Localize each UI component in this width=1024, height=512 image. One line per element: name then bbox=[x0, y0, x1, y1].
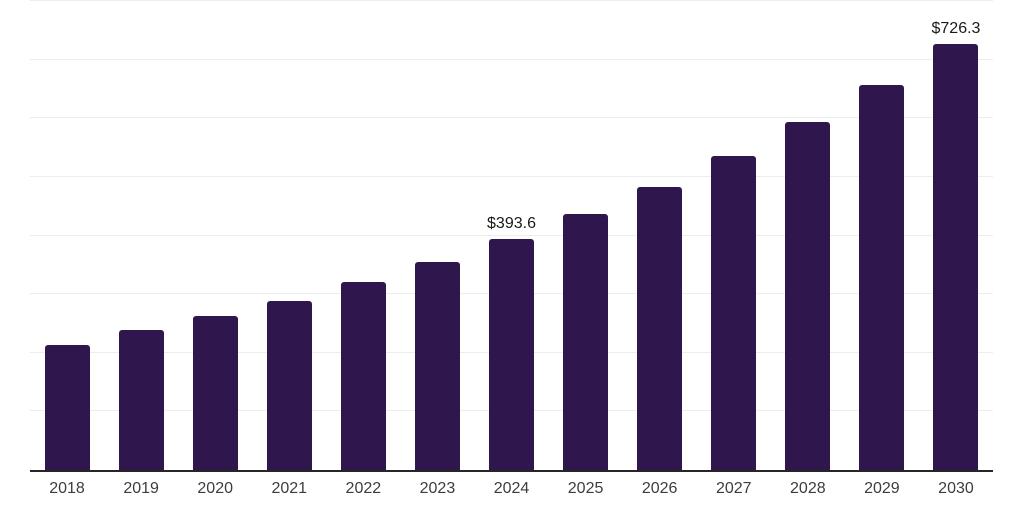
x-tick-label-2018: 2018 bbox=[49, 480, 85, 497]
bar-2028 bbox=[785, 122, 831, 470]
bar-2021 bbox=[266, 300, 312, 470]
bar-band-2024: $393.6 bbox=[474, 1, 548, 470]
data-label-2030: $726.3 bbox=[931, 20, 981, 38]
gridline-700 bbox=[30, 58, 993, 60]
data-label-2024: $393.6 bbox=[487, 215, 536, 233]
bar-band-2023 bbox=[400, 1, 474, 470]
bar-band-2021 bbox=[252, 1, 326, 470]
gridline-800 bbox=[30, 0, 993, 1]
bars-container: $393.6 $726.3 bbox=[30, 1, 993, 470]
x-tick-label-2021: 2021 bbox=[271, 480, 308, 497]
bar-band-2028 bbox=[771, 1, 845, 470]
x-axis-labels: 2018 2019 2020 2021 2022 2023 2024 2025 2026 2027… bbox=[30, 480, 993, 498]
x-tick-label-2030: 2030 bbox=[938, 480, 974, 497]
gridline-400 bbox=[30, 234, 993, 236]
x-tick-label-2022: 2022 bbox=[345, 480, 382, 497]
bar-band-2026 bbox=[623, 1, 697, 470]
x-tick-label-2024: 2024 bbox=[493, 480, 530, 497]
bar-band-2022 bbox=[326, 1, 400, 470]
bar-band-2027 bbox=[697, 1, 771, 470]
bar-band-2018 bbox=[30, 1, 104, 470]
bar-2019 bbox=[118, 330, 164, 470]
x-tick-label-2020: 2020 bbox=[197, 480, 233, 497]
bar-band-2030: $726.3 bbox=[919, 1, 993, 470]
bar-2026 bbox=[637, 187, 683, 470]
x-tick-label-2029: 2029 bbox=[864, 480, 900, 497]
x-tick-label-2026: 2026 bbox=[641, 480, 678, 497]
gridline-600 bbox=[30, 117, 993, 119]
bar-band-2025 bbox=[549, 1, 623, 470]
bar-2027 bbox=[711, 155, 757, 470]
bar-band-2020 bbox=[178, 1, 252, 470]
bar-2022 bbox=[340, 282, 386, 470]
x-tick-label-2028: 2028 bbox=[790, 480, 826, 497]
x-tick-label-2025: 2025 bbox=[567, 480, 604, 497]
bar-band-2029 bbox=[845, 1, 919, 470]
x-tick-label-2019: 2019 bbox=[123, 480, 159, 497]
bar-2020 bbox=[192, 315, 238, 470]
plot-area: $393.6 $726.3 bbox=[30, 0, 993, 472]
x-tick-label-2027: 2027 bbox=[715, 480, 752, 497]
bar-2023 bbox=[414, 261, 460, 470]
bar-2030 bbox=[933, 44, 979, 470]
bar-2024 bbox=[489, 239, 534, 470]
bar-2018 bbox=[44, 345, 90, 470]
bar-band-2019 bbox=[104, 1, 178, 470]
bar-2025 bbox=[563, 214, 609, 470]
x-tick-label-2023: 2023 bbox=[419, 480, 456, 497]
gridline-500 bbox=[30, 175, 993, 177]
bar-2029 bbox=[859, 84, 905, 470]
